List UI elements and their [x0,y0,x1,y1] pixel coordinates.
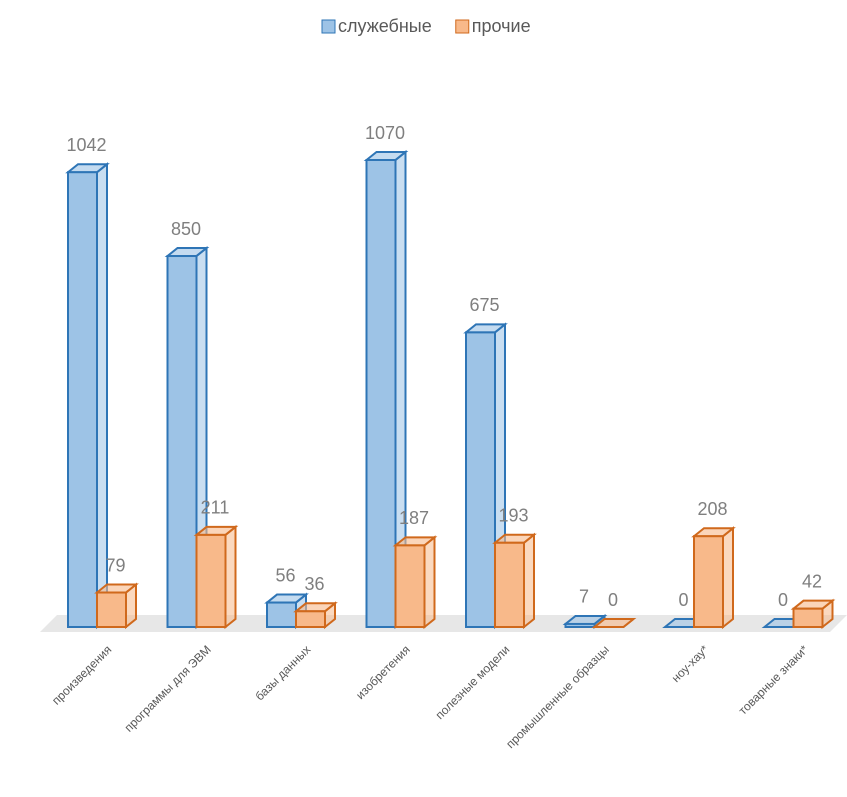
value-label: 850 [171,219,201,239]
bar-side [224,524,237,630]
x-tick-label: полезные модели [433,642,513,722]
bar [365,159,397,628]
x-tick-label: товарные знаки* [736,642,811,717]
value-label: 675 [469,295,499,315]
bar [494,541,525,629]
bar [96,591,127,629]
value-label: 1042 [66,135,106,155]
bar [792,607,824,628]
bar [295,610,326,628]
bar-side [423,535,436,630]
value-label: 211 [201,498,230,518]
value-label: 1070 [365,123,405,143]
bar [465,331,496,628]
value-label: 79 [105,555,125,575]
x-tick-label: ноу-хау* [669,642,712,685]
value-label: 0 [778,590,788,610]
legend-label: прочие [472,16,531,36]
bar [195,533,227,629]
x-tick-label: базы данных [252,642,313,703]
x-tick-label: программы для ЭВМ [122,642,214,734]
value-label: 0 [678,590,688,610]
value-label: 0 [608,590,618,610]
value-label: 36 [304,574,324,594]
bar [166,255,198,628]
bar [67,171,98,629]
x-tick-label: произведения [49,642,114,707]
legend-label: служебные [338,16,432,36]
bar [266,601,297,629]
value-label: 42 [802,571,822,591]
x-tick-label: изобретения [353,642,413,702]
value-label: 56 [275,565,295,585]
value-label: 208 [697,499,727,519]
bar-side [523,532,535,630]
value-label: 7 [579,587,589,607]
x-tick-label: промышленные образцы [503,642,612,751]
legend-swatch [321,19,336,34]
bar [394,544,426,628]
bar [564,622,596,629]
legend-swatch [455,19,470,34]
bar-top [591,618,637,628]
floor [40,615,847,632]
value-label: 193 [498,506,528,526]
bar-side [722,526,734,630]
bar [693,535,724,628]
value-label: 187 [399,508,429,528]
